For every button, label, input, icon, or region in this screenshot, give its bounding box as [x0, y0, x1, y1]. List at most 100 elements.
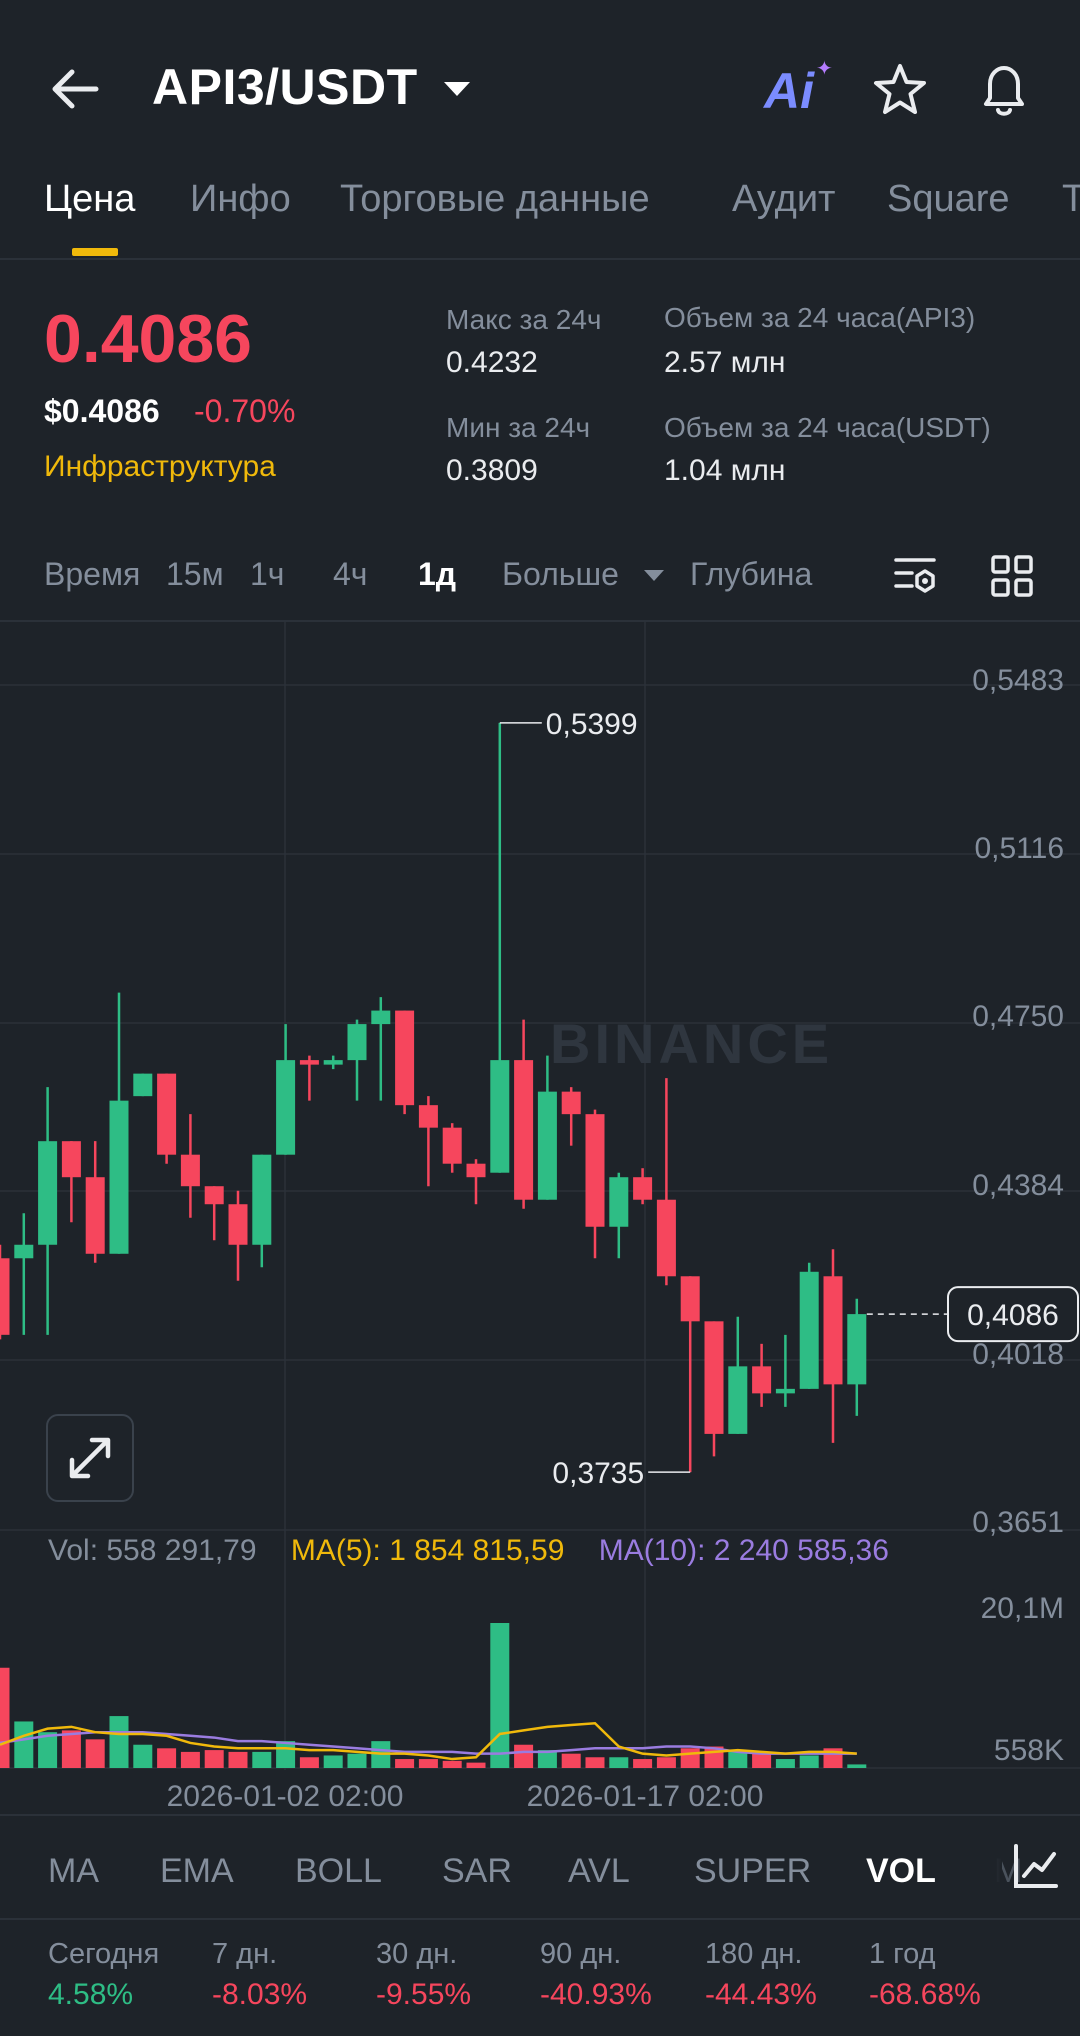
fullscreen-button[interactable]: [46, 1414, 134, 1502]
volume-bar: [395, 1759, 415, 1768]
volume-bar: [228, 1751, 248, 1768]
depth-tab[interactable]: Глубина: [690, 556, 813, 592]
volume-bar: [847, 1764, 867, 1768]
more-caret-icon[interactable]: [644, 570, 664, 581]
tab-info[interactable]: Инфо: [190, 178, 291, 220]
price-chart[interactable]: BINANCE 0,54830,51160,47500,43840,40180,…: [0, 622, 1080, 1812]
volume-bar: [799, 1755, 819, 1768]
fade-overlay: [962, 1836, 1002, 1896]
back-arrow-icon[interactable]: [48, 62, 102, 116]
price-tick-label: 0,4018: [972, 1338, 1064, 1371]
candle-up: [371, 1010, 391, 1025]
perf-value-1y: -68.68%: [869, 1978, 981, 2011]
volume-bar: [38, 1732, 58, 1768]
candle-down: [85, 1177, 105, 1254]
price-tick-label: 0,4384: [972, 1169, 1064, 1202]
category-tag[interactable]: Инфраструктура: [44, 450, 276, 483]
candle-up: [847, 1314, 867, 1385]
volume-bar: [490, 1623, 510, 1768]
volume-bar: [85, 1739, 105, 1768]
volume-bar: [109, 1716, 129, 1768]
chart-annotations: 0,5399 0,3735 0,4086: [499, 708, 1079, 1490]
volume-bar: [157, 1748, 177, 1768]
volume-bar: [775, 1759, 795, 1768]
volume-axis-top-label: 20,1M: [981, 1592, 1064, 1625]
volume-bar: [752, 1751, 772, 1768]
perf-label-today: Сегодня: [48, 1938, 160, 1970]
perf-value-90d: -40.93%: [540, 1978, 652, 2011]
perf-value-30d: -9.55%: [376, 1978, 472, 2011]
indicator-boll[interactable]: BOLL: [295, 1852, 382, 1890]
volume-axis-bottom-label: 558K: [994, 1734, 1064, 1767]
watermark: BINANCE: [550, 1012, 833, 1075]
timeframe-4h[interactable]: 4ч: [333, 556, 368, 592]
vol-value: Vol: 558 291,79: [48, 1534, 257, 1567]
volume-bar: [466, 1762, 486, 1768]
timeframe-15m[interactable]: 15м: [166, 556, 224, 592]
volume-base-label: Объем за 24 часа(API3): [664, 302, 976, 333]
favorite-star-icon[interactable]: [872, 62, 928, 118]
time-tick-label: 2026-01-17 02:00: [527, 1780, 764, 1812]
notification-bell-icon[interactable]: [976, 60, 1032, 120]
divider: [0, 258, 1080, 260]
candle-down: [704, 1321, 724, 1434]
candle-down: [466, 1163, 486, 1178]
ai-assistant-icon[interactable]: Ai: [764, 63, 814, 119]
high-price-label: 0,5399: [546, 708, 638, 741]
tab-price[interactable]: Цена: [44, 178, 136, 220]
indicator-super[interactable]: SUPER: [694, 1852, 812, 1890]
time-tick-label: 2026-01-02 02:00: [167, 1780, 404, 1812]
candle-down: [299, 1060, 319, 1065]
timeframe-time[interactable]: Время: [44, 556, 141, 592]
pair-dropdown-caret-icon[interactable]: [444, 82, 470, 96]
price-tick-label: 0,5483: [972, 664, 1064, 697]
volume-bar: [585, 1757, 605, 1768]
indicator-ema[interactable]: EMA: [160, 1852, 234, 1890]
candle-down: [157, 1073, 177, 1155]
tab-square[interactable]: Square: [887, 178, 1010, 220]
timeframe-1h[interactable]: 1ч: [250, 556, 285, 592]
candle-up: [799, 1271, 819, 1389]
tab-more-cut[interactable]: Т: [1062, 178, 1080, 220]
low-24h-label: Мин за 24ч: [446, 412, 591, 443]
pair-title[interactable]: API3/USDT: [152, 59, 418, 115]
indicator-sar[interactable]: SAR: [442, 1852, 512, 1890]
price-change: -0.70%: [194, 393, 296, 429]
usd-price: $0.4086: [44, 393, 160, 429]
volume-bar: [180, 1751, 200, 1768]
volume-quote-label: Объем за 24 часа(USDT): [664, 412, 991, 443]
volume-base-value: 2.57 млн: [664, 346, 786, 379]
low-24h-value: 0.3809: [446, 454, 538, 487]
indicator-ma[interactable]: MA: [48, 1852, 99, 1890]
candle-down: [585, 1114, 605, 1227]
grid-layout-icon[interactable]: [990, 554, 1034, 598]
candle-up: [38, 1141, 58, 1245]
timeframe-1d[interactable]: 1д: [418, 556, 457, 592]
candle-down: [204, 1186, 224, 1205]
volume-ma5-line: [0, 1721, 857, 1761]
indicator-vol[interactable]: VOL: [866, 1852, 936, 1890]
perf-value-7d: -8.03%: [212, 1978, 308, 2011]
volume-bar: [347, 1753, 367, 1768]
candle-down: [0, 1258, 10, 1335]
chart-settings-icon[interactable]: [894, 556, 938, 598]
divider: [0, 620, 1080, 622]
header: API3/USDT Ai ✦: [0, 0, 1080, 170]
indicator-avl[interactable]: AVL: [568, 1852, 630, 1890]
high-24h-label: Макс за 24ч: [446, 304, 602, 335]
tab-trading-data[interactable]: Торговые данные: [340, 178, 650, 220]
tab-audit[interactable]: Аудит: [732, 178, 836, 220]
volume-bar: [633, 1759, 653, 1768]
volume-bar: [204, 1750, 224, 1768]
perf-label-7d: 7 дн.: [212, 1938, 278, 1970]
candle-down: [514, 1060, 534, 1200]
current-price-tag: [947, 1286, 1079, 1343]
indicator-settings-icon[interactable]: [1012, 1842, 1060, 1890]
candle-down: [395, 1010, 415, 1106]
timeframe-more[interactable]: Больше: [502, 556, 619, 592]
candle-up: [728, 1366, 748, 1434]
perf-value-today: 4.58%: [48, 1978, 134, 2011]
candle-down: [656, 1199, 676, 1277]
volume-bar: [537, 1750, 557, 1768]
candle-down: [680, 1276, 700, 1322]
